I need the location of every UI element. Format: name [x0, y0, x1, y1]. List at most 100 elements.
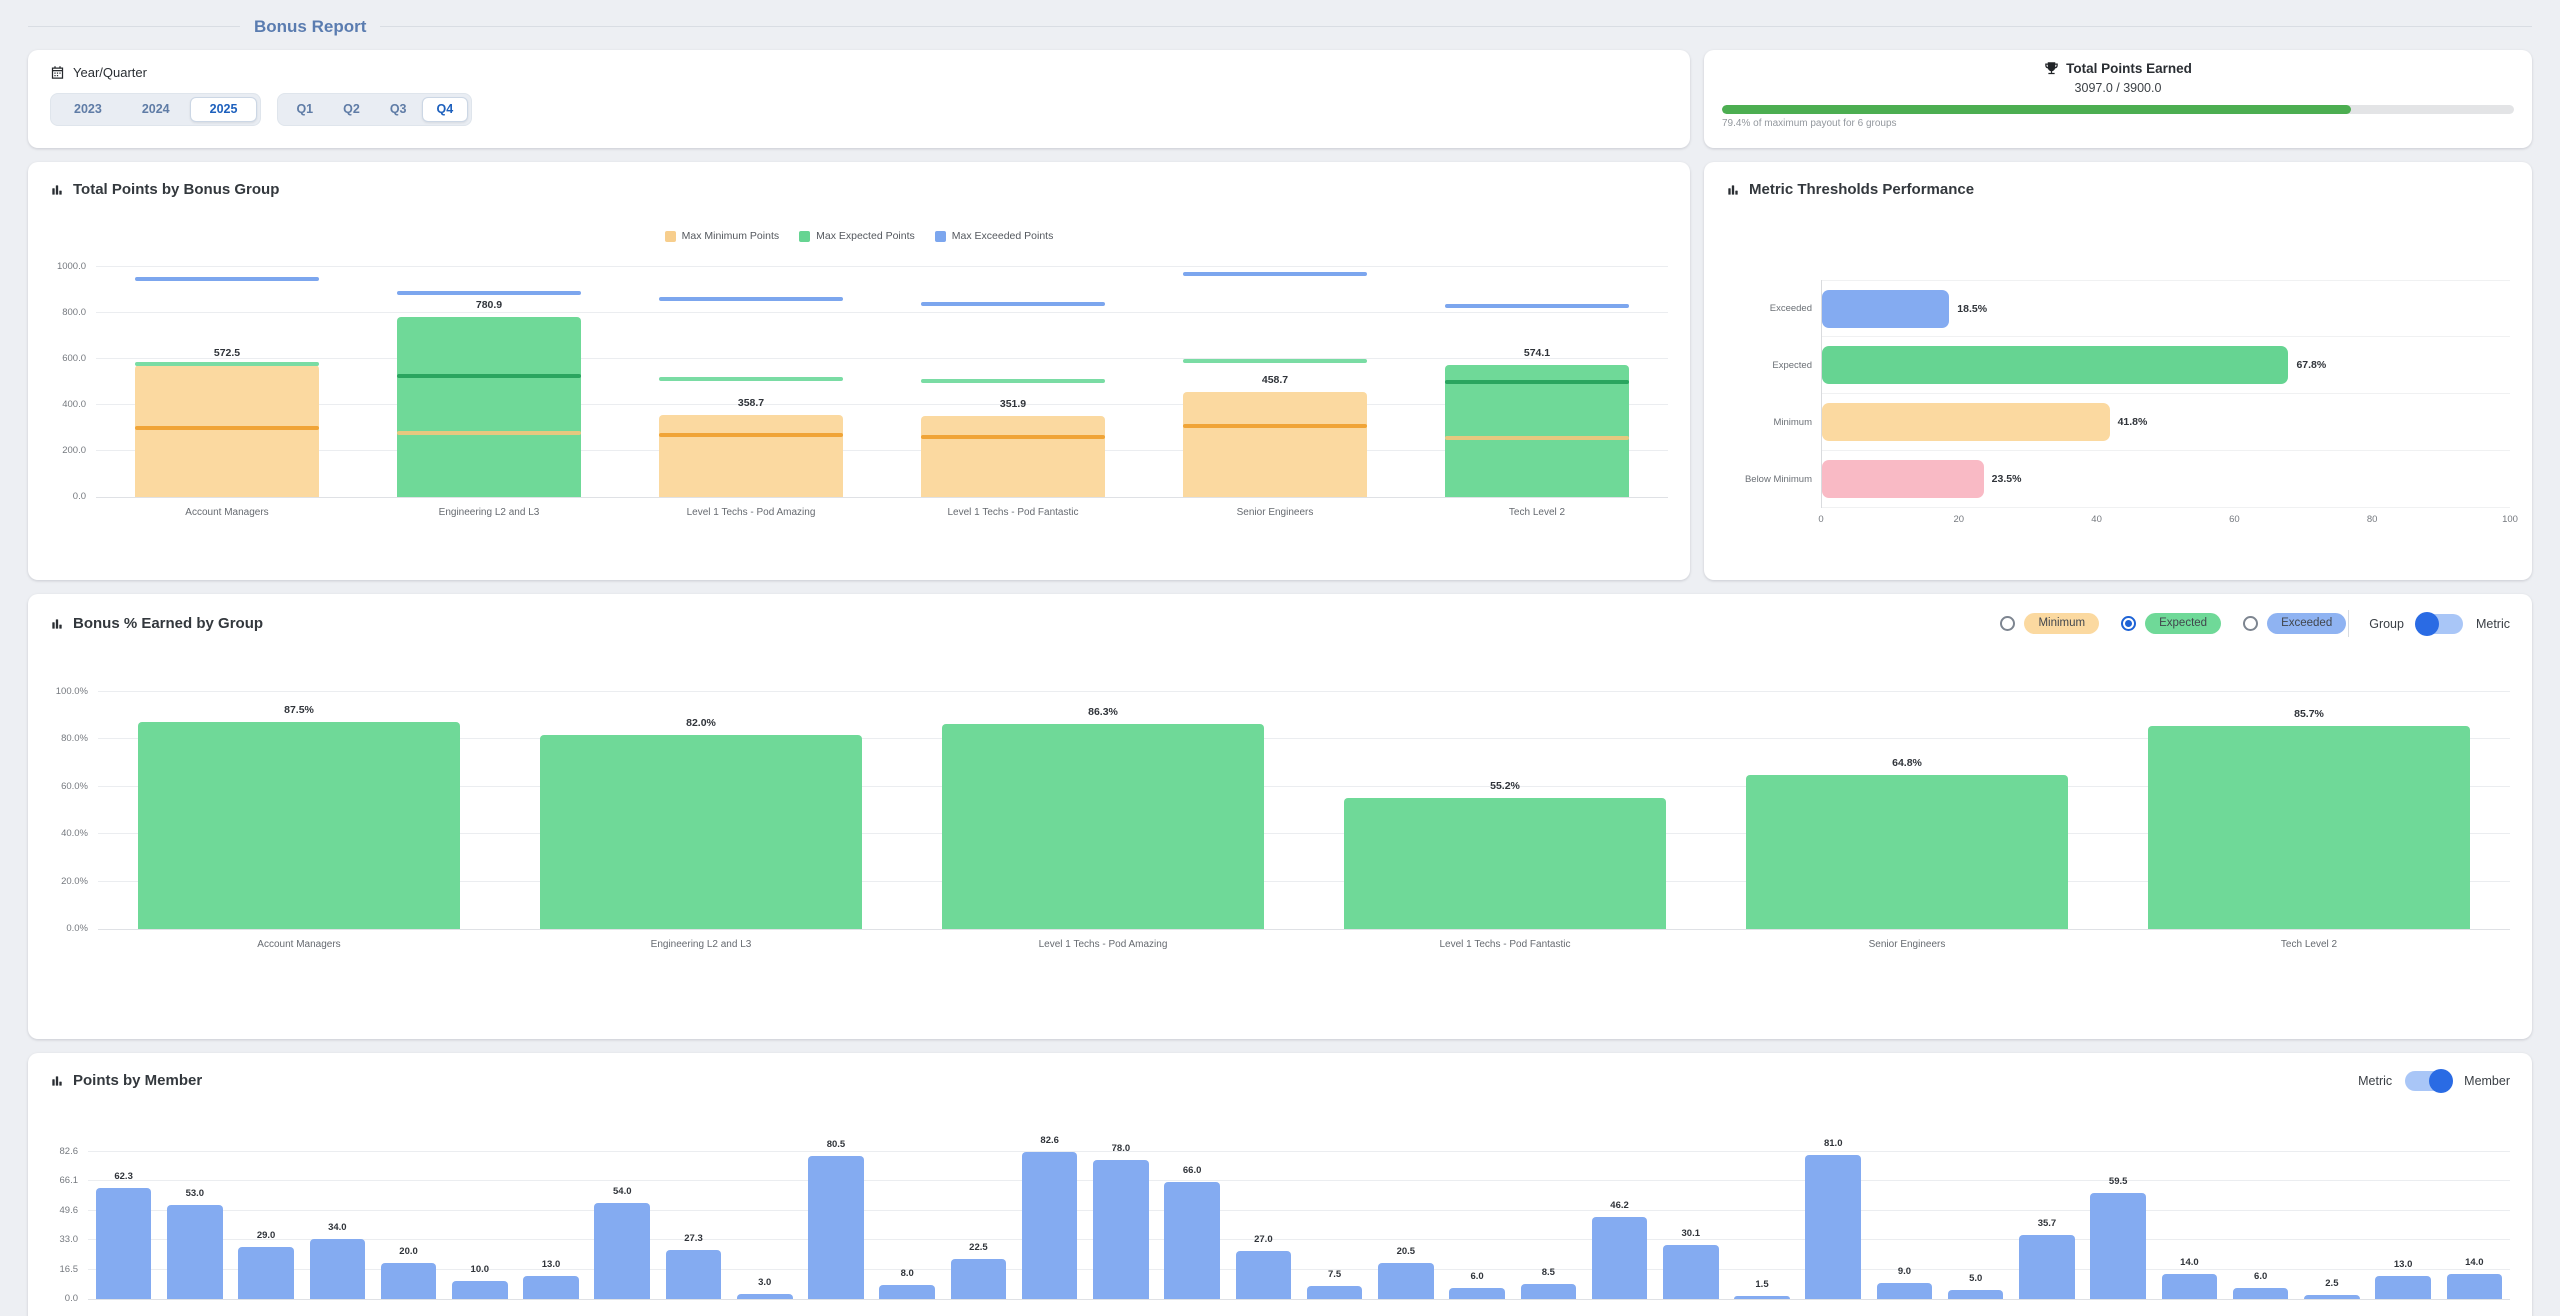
- calendar-icon: [51, 66, 64, 79]
- bar-chart-icon: [52, 1076, 62, 1086]
- member-bar-18[interactable]: [1306, 1285, 1363, 1299]
- radio-minimum[interactable]: [2000, 616, 2016, 631]
- metric-radio-exceeded[interactable]: Exceeded: [2243, 613, 2347, 634]
- member-bar-20[interactable]: [1449, 1288, 1505, 1299]
- group-bar-tech-level-2[interactable]: [1445, 364, 1629, 497]
- group-bar-account-managers[interactable]: [135, 365, 319, 497]
- member-bar-2[interactable]: [167, 1204, 223, 1299]
- member-bar-9[interactable]: [665, 1250, 722, 1299]
- metric-thresholds-title: Metric Thresholds Performance: [1749, 181, 1975, 198]
- pill-expected[interactable]: Expected: [2145, 613, 2222, 634]
- member-bar-12[interactable]: [879, 1284, 935, 1299]
- quarter-option-q3[interactable]: Q3: [375, 97, 422, 122]
- hbar-value-label: 18.5%: [1957, 302, 1988, 315]
- group-bar-level-1-techs-pod-amazing[interactable]: [659, 414, 843, 497]
- member-bar-19[interactable]: [1378, 1262, 1434, 1299]
- legend: Max Minimum Points Max Expected Points Max…: [50, 230, 1668, 242]
- member-bar-11[interactable]: [808, 1155, 864, 1299]
- member-bar-33[interactable]: [2375, 1275, 2431, 1299]
- member-bar-24[interactable]: [1734, 1296, 1790, 1299]
- member-bar-15[interactable]: [1093, 1160, 1149, 1299]
- pct-bar-senior-engineers[interactable]: [1746, 775, 2068, 929]
- threshold-line-exceeded: [135, 276, 319, 281]
- y-axis-tick: 100.0%: [55, 686, 88, 697]
- quarter-option-q4[interactable]: Q4: [421, 97, 469, 122]
- threshold-line-minimum: [659, 432, 843, 437]
- bar-value-label: 66.0: [1182, 1164, 1202, 1176]
- y-axis-tick: 0.0%: [66, 923, 88, 934]
- bar-value-label: 78.0: [1111, 1143, 1131, 1155]
- year-option-2025[interactable]: 2025: [189, 97, 258, 122]
- threshold-line-exceeded: [397, 291, 581, 296]
- member-bar-31[interactable]: [2232, 1288, 2289, 1299]
- y-axis-tick: 82.6: [59, 1146, 79, 1157]
- bar-value-label: 574.1: [1523, 346, 1551, 359]
- metric-radio-minimum[interactable]: Minimum: [2000, 613, 2100, 634]
- threshold-line-minimum: [1183, 423, 1367, 428]
- gridline: [88, 1268, 2510, 1270]
- member-bar-22[interactable]: [1591, 1216, 1648, 1299]
- metric-radio-expected[interactable]: Expected: [2121, 613, 2222, 634]
- member-bar-32[interactable]: [2304, 1294, 2360, 1299]
- hbar-exceeded[interactable]: [1822, 290, 1950, 328]
- hbar-expected[interactable]: [1822, 346, 2289, 384]
- group-bar-engineering-l2-and-l3[interactable]: [397, 317, 581, 497]
- member-bar-14[interactable]: [1021, 1152, 1078, 1299]
- radio-expected[interactable]: [2121, 616, 2137, 631]
- member-bar-28[interactable]: [2019, 1235, 2075, 1299]
- bar-value-label: 80.5: [826, 1138, 846, 1150]
- member-bar-3[interactable]: [238, 1247, 294, 1299]
- member-bar-17[interactable]: [1235, 1250, 1292, 1299]
- group-bar-level-1-techs-pod-fantastic[interactable]: [921, 416, 1105, 497]
- member-bar-30[interactable]: [2161, 1274, 2218, 1299]
- member-bar-26[interactable]: [1876, 1282, 1933, 1299]
- bar-column: 80.5: [800, 1139, 871, 1299]
- pct-bar-level-1-techs-pod-amazing[interactable]: [942, 724, 1264, 929]
- threshold-line-minimum: [135, 426, 319, 430]
- pill-minimum[interactable]: Minimum: [2024, 613, 2100, 634]
- pct-bar-engineering-l2-and-l3[interactable]: [540, 734, 862, 929]
- member-bar-25[interactable]: [1805, 1154, 1862, 1299]
- bar-value-label: 458.7: [1261, 373, 1289, 386]
- pct-bar-tech-level-2[interactable]: [2148, 725, 2470, 929]
- member-bar-5[interactable]: [380, 1263, 437, 1299]
- member-bar-1[interactable]: [95, 1188, 152, 1299]
- member-bar-27[interactable]: [1947, 1290, 2004, 1299]
- pct-bar-level-1-techs-pod-fantastic[interactable]: [1344, 798, 1666, 929]
- bar-value-label: 59.5: [2108, 1176, 2128, 1188]
- threshold-line-expected: [397, 373, 581, 378]
- pill-exceeded[interactable]: Exceeded: [2267, 613, 2347, 634]
- bar-value-label: 87.5%: [284, 703, 314, 716]
- member-bar-4[interactable]: [309, 1238, 366, 1299]
- year-option-2023[interactable]: 2023: [54, 97, 122, 122]
- quarter-option-q1[interactable]: Q1: [281, 97, 328, 122]
- bar-column: 9.0: [1869, 1153, 1940, 1299]
- member-bar-21[interactable]: [1520, 1283, 1577, 1299]
- plot-area: 0.0 200.0 400.0 600.0 800.0 1000.0 572.5 780.9 3…: [57, 261, 1668, 502]
- quarter-option-q2[interactable]: Q2: [328, 97, 375, 122]
- member-bar-7[interactable]: [523, 1275, 579, 1299]
- radio-exceeded[interactable]: [2243, 616, 2259, 631]
- y-axis-tick: 40.0%: [61, 828, 88, 840]
- year-option-2024[interactable]: 2024: [122, 97, 190, 122]
- member-bar-13[interactable]: [950, 1258, 1007, 1299]
- member-bar-10[interactable]: [736, 1293, 793, 1299]
- group-metric-toggle[interactable]: [2414, 611, 2463, 636]
- member-bar-34[interactable]: [2446, 1274, 2503, 1299]
- group-bar-senior-engineers[interactable]: [1183, 391, 1367, 497]
- metric-member-toggle[interactable]: [2405, 1069, 2454, 1093]
- member-bar-29[interactable]: [2090, 1193, 2146, 1299]
- bar-column: 35.7: [2011, 1153, 2082, 1299]
- bar-column: 13.0: [515, 1153, 586, 1299]
- filter-segments: 2023 2024 2025 Q1 Q2 Q3 Q4: [50, 93, 1668, 126]
- member-bar-8[interactable]: [594, 1202, 651, 1299]
- member-bar-6[interactable]: [452, 1281, 508, 1299]
- member-bar-16[interactable]: [1164, 1181, 1220, 1299]
- year-segment: 2023 2024 2025: [50, 93, 262, 126]
- total-points-header: Total Points Earned: [1722, 61, 2514, 76]
- x-axis-tick: 80: [2366, 514, 2378, 525]
- hbar-minimum[interactable]: [1822, 403, 2110, 441]
- hbar-below-minimum[interactable]: [1822, 460, 1984, 498]
- pct-bar-account-managers[interactable]: [138, 721, 460, 929]
- member-bar-23[interactable]: [1662, 1245, 1719, 1299]
